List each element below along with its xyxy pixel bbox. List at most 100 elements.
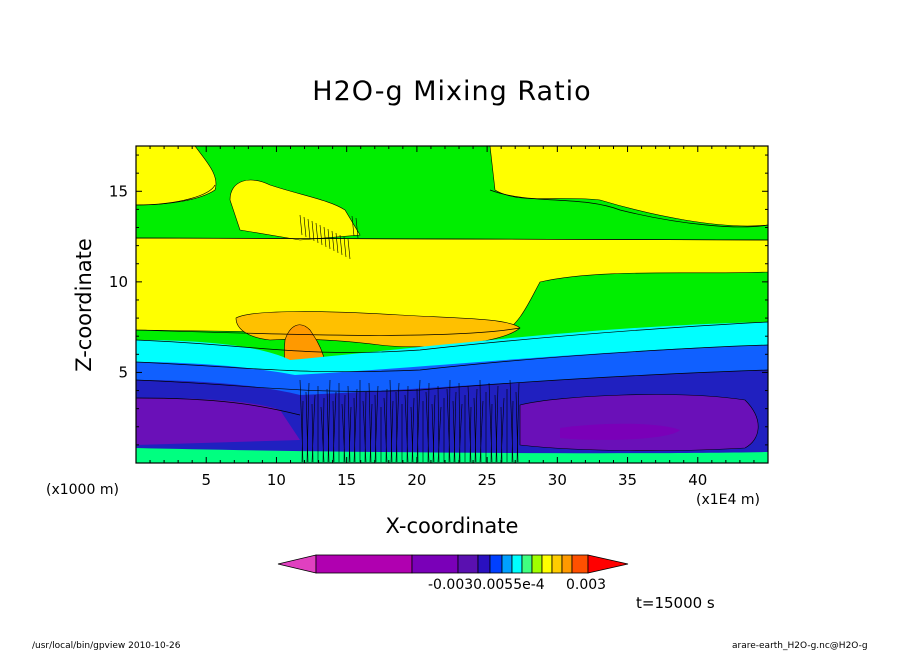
x-unit-left: (x1000 m): [46, 482, 119, 498]
footer-right: arare-earth_H2O-g.nc@H2O-g: [732, 641, 868, 651]
contour-line: [458, 403, 463, 463]
contour-line: [136, 327, 521, 336]
contour-line: [299, 214, 303, 236]
contour-line: [364, 391, 367, 463]
contour-line: [311, 220, 315, 242]
colorbar-label-low: -0.0030.0055e-4: [428, 577, 545, 593]
colorbar-segment: [511, 554, 523, 574]
contour-line: [473, 397, 477, 463]
contour-line: [343, 394, 346, 463]
y-tick-label: 5: [118, 363, 128, 381]
contour-line: [490, 403, 493, 463]
plot-frame: [135, 145, 769, 464]
colorbar-segment: [489, 554, 503, 574]
contour-line: [374, 385, 379, 463]
colorbar-segment: [477, 554, 491, 574]
contour-line: [410, 406, 414, 463]
region-upper-yellow-right: [489, 146, 768, 227]
contour-line: [327, 379, 331, 463]
contour-line: [306, 382, 310, 463]
contour-line: [406, 385, 409, 463]
contour-line: [307, 218, 311, 240]
contour-line: [351, 215, 355, 237]
contour-line: [339, 234, 343, 256]
contour-line: [495, 385, 499, 463]
x-tick-label: 10: [267, 471, 286, 489]
contour-line: [301, 400, 304, 463]
contour-line: [494, 394, 498, 463]
colorbar-segment: [531, 554, 543, 574]
contour-line: [319, 224, 323, 246]
colorbar-segment: [571, 554, 589, 574]
contour-line: [327, 228, 331, 250]
contour-line: [411, 397, 415, 463]
x-tick-label: 25: [478, 471, 497, 489]
contour-line: [136, 184, 216, 206]
contour-line: [425, 391, 430, 463]
region-anvil-yellow: [136, 237, 768, 336]
contour-line: [500, 406, 503, 463]
x-tick-label: 35: [618, 471, 637, 489]
contour-line: [311, 394, 316, 463]
contour-line: [427, 382, 430, 463]
region-purple-pool: [519, 394, 759, 452]
contour-line: [448, 379, 451, 463]
contour-line: [416, 379, 421, 463]
contour-line: [335, 232, 339, 254]
contour-line: [416, 388, 419, 463]
contour-line: [323, 226, 327, 248]
contour-line: [479, 400, 484, 463]
contour-line: [395, 382, 400, 463]
x-tick-label: 5: [201, 471, 211, 489]
region-purple-core: [560, 423, 680, 440]
x-unit-right: (x1E4 m): [696, 492, 760, 508]
x-tick-label: 40: [688, 471, 707, 489]
contour-line: [431, 403, 435, 463]
contour-line: [383, 397, 388, 463]
contour-line: [374, 394, 377, 463]
turbulent-contours: [299, 214, 520, 463]
colorbar-segment: [541, 554, 553, 574]
contour-line: [395, 391, 398, 463]
contour-line: [437, 406, 442, 463]
contour-line: [353, 388, 358, 463]
contour-line: [469, 406, 472, 463]
colorbar-segment: [551, 554, 563, 574]
chart-title: H2O-g Mixing Ratio: [312, 76, 592, 107]
axis-ticks: 5 10 15 20 25 30 35 40 5 10 15: [109, 146, 769, 489]
colorbar-right-arrow: [587, 554, 629, 574]
contour-line: [332, 400, 335, 463]
contour-line: [331, 230, 335, 252]
contour-line: [326, 388, 330, 463]
colorbar-segment: [457, 554, 479, 574]
x-tick-label: 15: [337, 471, 356, 489]
x-tick-label: 30: [548, 471, 567, 489]
y-tick-label: 15: [109, 182, 128, 200]
contour-line: [348, 406, 352, 463]
contour-line: [432, 394, 436, 463]
contour-line: [489, 189, 768, 228]
region-anvil-top: [229, 179, 361, 241]
contour-line: [136, 344, 768, 373]
contour-line: [311, 403, 314, 463]
contour-line: [369, 403, 373, 463]
contour-line: [362, 400, 367, 463]
contour-line: [320, 406, 325, 463]
contour-line: [343, 236, 347, 258]
contour-line: [332, 391, 337, 463]
region-surface-band: [136, 448, 768, 463]
contour-line: [347, 238, 351, 260]
contour-line: [305, 391, 309, 463]
contour-line: [353, 397, 356, 463]
contour-line: [136, 397, 301, 416]
contour-line: [390, 400, 394, 463]
y-tick-label: 10: [109, 273, 128, 291]
contour-line: [341, 403, 346, 463]
colorbar-left-arrow: [277, 554, 317, 574]
contour-line: [453, 391, 457, 463]
colorbar-segment: [561, 554, 573, 574]
contour-line: [355, 217, 359, 239]
colorbar-segment: [521, 554, 533, 574]
colorbar-label-high: 0.003: [566, 577, 607, 593]
